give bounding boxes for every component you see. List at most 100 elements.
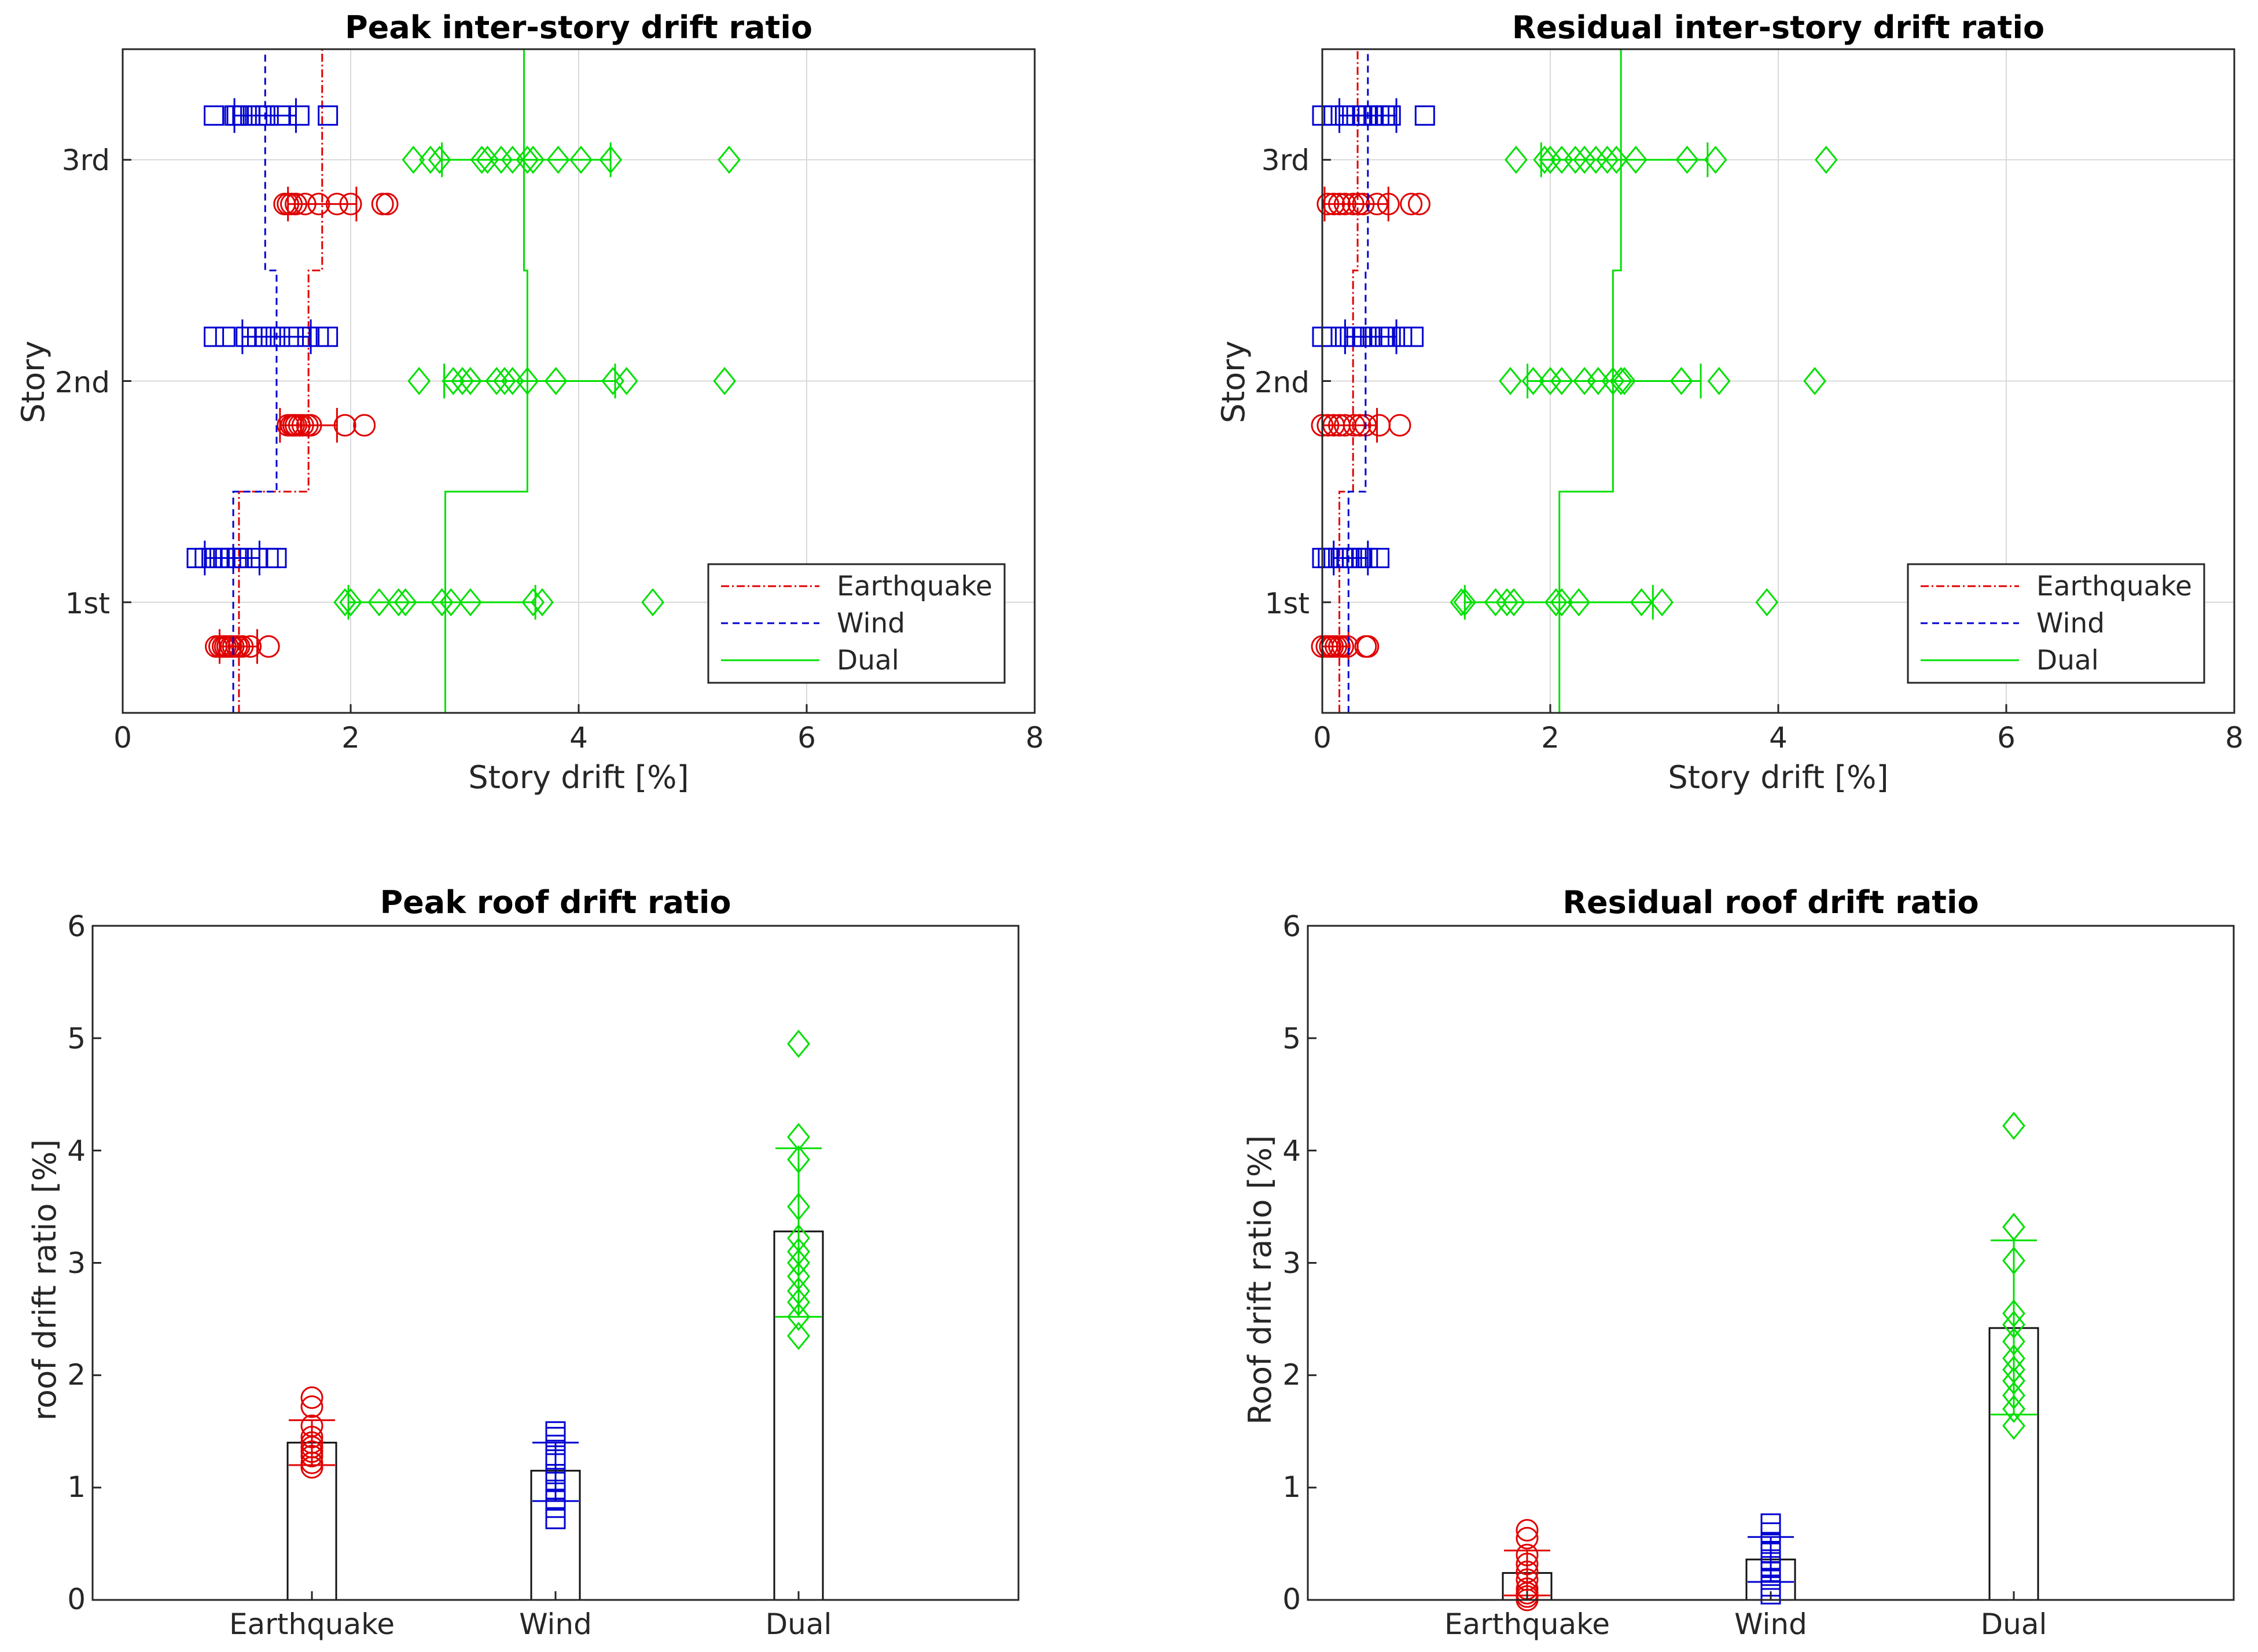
y-axis-label: Roof drift ratio [%] [1242,1135,1278,1425]
y-tick-label: 3rd [1262,144,1310,177]
earthquake-point [300,1414,323,1437]
dual-point [2002,1367,2025,1395]
dual-point [787,1276,810,1305]
chart-title: Residual roof drift ratio [1562,884,1978,921]
wind-point [1392,326,1413,347]
wind-point [1380,105,1401,126]
panel-residual-roof: Residual roof drift ratio Roof drift rat… [1242,884,2235,1641]
dual-point [442,367,465,395]
wind-point [545,1464,566,1485]
y-tick-label: 1 [1282,1470,1301,1504]
plot-area [122,48,1036,714]
earthquake-point [1516,1526,1539,1550]
chart-title: Peak inter-story drift ratio [345,9,812,46]
wind-point [1358,547,1378,568]
dual-point [787,1029,810,1058]
panel-residual-inter-story: Residual inter-story drift ratio Story d… [1215,9,2244,796]
earthquake-point [1328,193,1351,216]
dual-point [394,588,417,617]
wind-envelope-line [232,49,278,713]
dual-point [546,145,570,174]
dual-point [787,1123,810,1151]
y-tick-label: 4 [67,1134,86,1168]
wind-point [186,547,207,568]
x-tick-labels: Earthquake Wind Dual [229,1607,832,1641]
y-tick-label: 2nd [55,366,110,399]
wind-point [1334,105,1355,126]
wind-point [204,105,225,126]
dual-point [2002,1411,2025,1440]
dual-point [418,145,442,174]
earthquake-point [1366,193,1389,216]
earthquake-point [300,1444,323,1467]
dual-point [1669,367,1693,395]
dual-point [1550,367,1573,395]
x-tick-label: Earthquake [229,1607,395,1641]
wind-point [1369,547,1389,568]
dual-point [1605,145,1628,174]
dual-point [615,367,638,395]
dual-point [516,145,539,174]
dual-point [787,1262,810,1291]
y-tick-label: 2nd [1255,366,1310,399]
earthquake-point [325,193,348,216]
dual-point [787,1145,810,1174]
axes-box [1307,925,2235,1601]
y-tick-label: 3 [1282,1246,1301,1280]
earthquake-point [1356,635,1380,658]
x-tick-label: 6 [797,721,816,755]
dual-point [407,367,431,395]
earthquake-point [1400,193,1423,216]
y-tick-labels: 1st 2nd 3rd [1255,144,1310,620]
dual-point [787,1237,810,1266]
dual-point [641,588,664,617]
earthquake-point [300,1425,323,1448]
earthquake-envelope-line [238,49,323,713]
wind-envelope-line [1347,49,1369,713]
earthquake-point [376,193,399,216]
wind-point [1414,105,1435,126]
x-axis-label: Story drift [%] [1668,759,1888,796]
dual-point [430,588,454,617]
y-tick-label: 6 [1282,910,1301,943]
dual-point [1521,367,1545,395]
earthquake-point [239,635,262,658]
earthquake-point [1352,193,1375,216]
dual-point [1630,588,1653,617]
bar-earthquake [286,1441,337,1601]
dual-point [428,145,451,174]
dual-point [2002,1112,2025,1140]
dual-point [1564,145,1587,174]
wind-point [204,326,225,347]
x-tick-label: 8 [2225,721,2244,755]
dual-point [1675,145,1699,174]
wind-point [1760,1513,1781,1534]
earthquake-point [1333,193,1356,216]
earthquake-point [299,414,322,437]
dual-point [2002,1299,2025,1328]
wind-point [284,326,304,347]
earthquake-point [1516,1519,1539,1542]
dual-point [387,588,410,617]
wind-point [1323,105,1344,126]
legend-label: Earthquake [2036,571,2192,602]
earthquake-point [284,193,307,216]
wind-point [545,1421,566,1442]
wind-point [1380,326,1401,347]
wind-point [1760,1533,1781,1554]
earthquake-point [333,414,356,437]
y-tick-label: 6 [67,910,86,943]
dual-point [521,588,545,617]
dual-point [2002,1395,2025,1423]
x-tick-label: 0 [1313,721,1332,755]
wind-point [1403,326,1424,347]
dual-point [1450,588,1473,617]
dual-point [458,588,482,617]
wind-point [545,1449,566,1470]
dual-point [490,145,513,174]
earthquake-point [257,635,280,658]
dual-point [1453,588,1477,617]
dual-point [1814,145,1838,174]
x-tick-label: 4 [1769,721,1788,755]
y-tick-labels: 0 1 2 3 4 5 6 [67,910,86,1616]
